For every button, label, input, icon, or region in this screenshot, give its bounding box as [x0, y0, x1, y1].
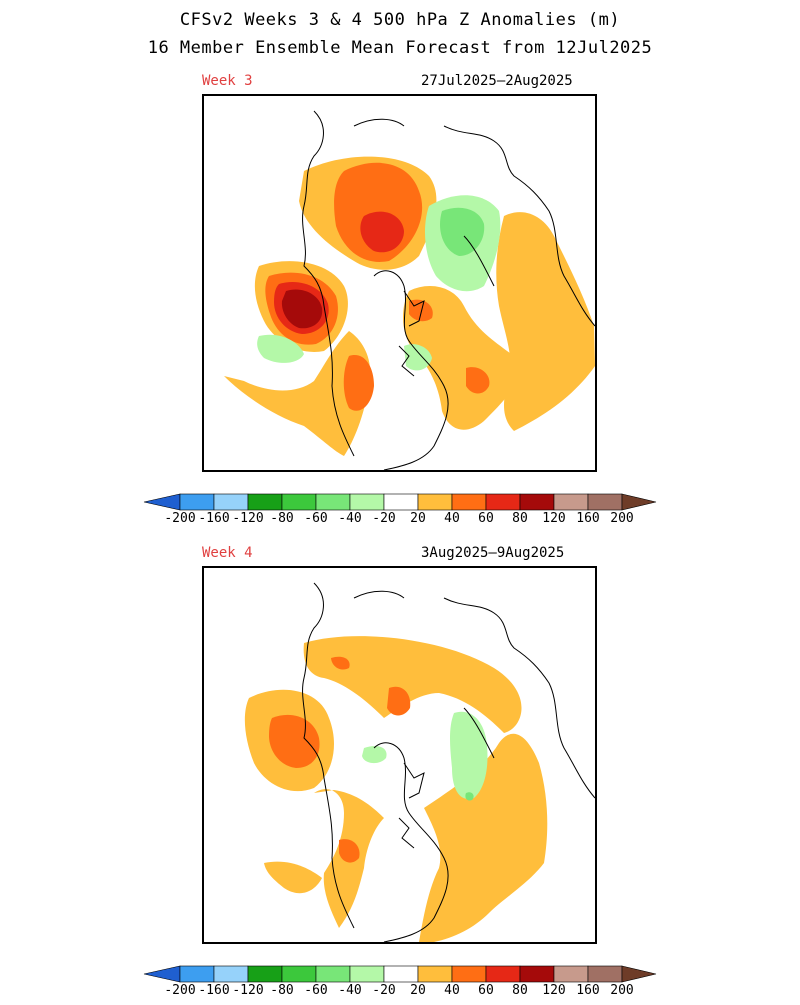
- cb2-tick: 160: [576, 983, 600, 998]
- cb1-tick: 200: [610, 511, 634, 526]
- week3-anomaly-map-svg: [224, 110, 595, 470]
- cb2-tick: -200: [164, 983, 196, 998]
- week4-date-range: 3Aug2025–9Aug2025: [421, 545, 565, 561]
- colorbar-week4-ticks: -200 -160 -120 -80 -60 -40 -20 20 40 60 …: [140, 983, 660, 999]
- colorbar-week3-svg: [143, 493, 657, 511]
- chart-title-line1: CFSv2 Weeks 3 & 4 500 hPa Z Anomalies (m…: [179, 10, 621, 30]
- week4-label: Week 4: [202, 545, 253, 561]
- cb2-tick: -80: [270, 983, 294, 998]
- cb2-tick: -60: [304, 983, 328, 998]
- cb1-tick: 20: [410, 511, 426, 526]
- week3-negative-40-60: [439, 207, 485, 256]
- cb1-tick: 120: [542, 511, 566, 526]
- colorbar-week4: -200 -160 -120 -80 -60 -40 -20 20 40 60 …: [140, 965, 660, 1005]
- week3-date-range: 27Jul2025–2Aug2025: [421, 73, 573, 89]
- cb2-tick: -40: [338, 983, 362, 998]
- cb1-tick: 40: [444, 511, 460, 526]
- colorbar-week4-svg: [143, 965, 657, 983]
- cb1-tick: 160: [576, 511, 600, 526]
- week3-positive-80-120: [281, 289, 323, 329]
- week4-map: [202, 566, 597, 944]
- week4-positive-40-60: [269, 656, 411, 863]
- cb2-tick: 20: [410, 983, 426, 998]
- chart-title-line2: 16 Member Ensemble Mean Forecast from 12…: [147, 38, 653, 58]
- cb2-tick: -20: [372, 983, 396, 998]
- cb1-tick: -120: [232, 511, 264, 526]
- cb1-tick: -200: [164, 511, 196, 526]
- cb1-tick: 80: [512, 511, 528, 526]
- cb2-tick: -160: [198, 983, 230, 998]
- cb2-tick: 120: [542, 983, 566, 998]
- week3-map: [202, 94, 597, 472]
- cb1-tick: 60: [478, 511, 494, 526]
- colorbar-week3-ticks: -200 -160 -120 -80 -60 -40 -20 20 40 60 …: [140, 511, 660, 527]
- week3-label: Week 3: [202, 73, 253, 89]
- cb1-tick: -80: [270, 511, 294, 526]
- cb2-tick: 60: [478, 983, 494, 998]
- cb1-tick: -20: [372, 511, 396, 526]
- colorbar-week3: -200 -160 -120 -80 -60 -40 -20 20 40 60 …: [140, 493, 660, 533]
- week4-coastlines: [302, 582, 595, 942]
- week4-positive-20-40: [244, 636, 548, 942]
- cb2-tick: 80: [512, 983, 528, 998]
- cb2-tick: 200: [610, 983, 634, 998]
- cb1-tick: -40: [338, 511, 362, 526]
- cb1-tick: -60: [304, 511, 328, 526]
- cb2-tick: -120: [232, 983, 264, 998]
- cb2-tick: 40: [444, 983, 460, 998]
- cb1-tick: -160: [198, 511, 230, 526]
- week3-coastlines: [302, 110, 595, 470]
- week4-anomaly-map-svg: [244, 582, 595, 942]
- week4-negative-40-60: [465, 792, 474, 801]
- week4-negative-20-40: [362, 711, 488, 799]
